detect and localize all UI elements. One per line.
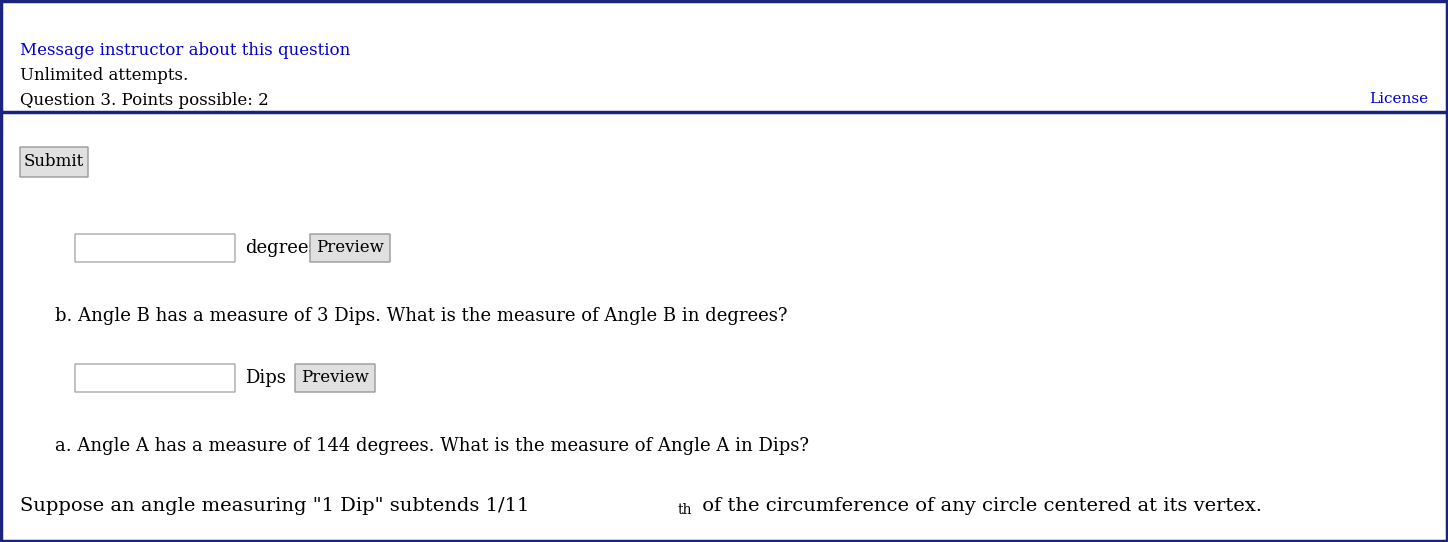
Text: Message instructor about this question: Message instructor about this question xyxy=(20,42,350,59)
FancyBboxPatch shape xyxy=(75,234,235,262)
Text: th: th xyxy=(678,503,692,517)
Text: degrees: degrees xyxy=(245,239,317,257)
Text: Question 3. Points possible: 2: Question 3. Points possible: 2 xyxy=(20,92,269,109)
FancyBboxPatch shape xyxy=(75,364,235,392)
Text: Unlimited attempts.: Unlimited attempts. xyxy=(20,67,188,84)
FancyBboxPatch shape xyxy=(310,234,390,262)
FancyBboxPatch shape xyxy=(295,364,375,392)
Text: a. Angle A has a measure of 144 degrees. What is the measure of Angle A in Dips?: a. Angle A has a measure of 144 degrees.… xyxy=(55,437,809,455)
Text: Suppose an angle measuring "1 Dip" subtends 1/11: Suppose an angle measuring "1 Dip" subte… xyxy=(20,497,530,515)
Text: Preview: Preview xyxy=(301,370,369,386)
Text: Dips: Dips xyxy=(245,369,285,387)
Text: License: License xyxy=(1368,92,1428,106)
Text: of the circumference of any circle centered at its vertex.: of the circumference of any circle cente… xyxy=(696,497,1263,515)
Text: b. Angle B has a measure of 3 Dips. What is the measure of Angle B in degrees?: b. Angle B has a measure of 3 Dips. What… xyxy=(55,307,788,325)
Text: Preview: Preview xyxy=(316,240,384,256)
FancyBboxPatch shape xyxy=(20,147,88,177)
Text: Submit: Submit xyxy=(23,153,84,171)
